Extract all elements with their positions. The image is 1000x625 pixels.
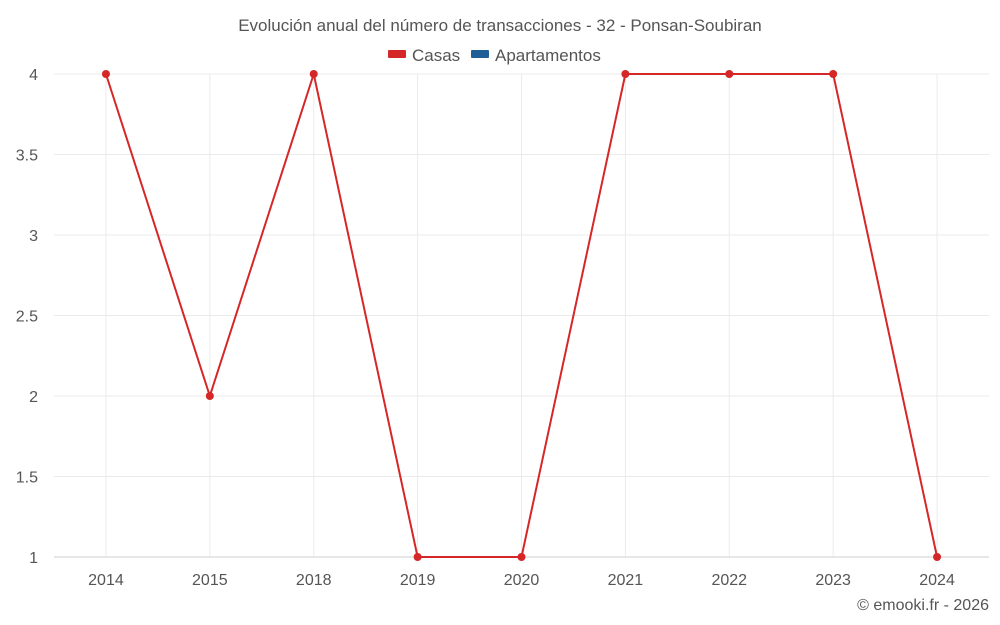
x-tick-label: 2018: [296, 572, 332, 589]
x-tick-label: 2021: [608, 572, 644, 589]
y-tick-label: 2: [29, 389, 38, 406]
legend-swatch-casas[interactable]: [388, 50, 406, 58]
x-tick-label: 2024: [919, 572, 955, 589]
data-point-casas-2014[interactable]: [101, 70, 110, 78]
x-tick-label: 2023: [815, 572, 851, 589]
x-axis-ticks: 2014 2015 2018 2019 2020 2021 2022 2023 2024: [88, 572, 955, 589]
data-point-casas-2022[interactable]: [725, 70, 734, 78]
x-tick-label: 2014: [88, 572, 124, 589]
legend-label-apartamentos[interactable]: Apartamentos: [495, 46, 601, 65]
x-tick-label: 2015: [192, 572, 228, 589]
y-tick-label: 1: [29, 550, 38, 567]
y-tick-label: 3.5: [16, 148, 38, 165]
x-tick-label: 2020: [504, 572, 540, 589]
legend-swatch-apartamentos[interactable]: [471, 50, 489, 58]
series-points: [101, 70, 942, 561]
data-point-casas-2023[interactable]: [829, 70, 838, 78]
y-tick-label: 3: [29, 228, 38, 245]
y-tick-label: 1.5: [16, 470, 38, 487]
data-point-casas-2018[interactable]: [309, 70, 318, 78]
x-tick-label: 2019: [400, 572, 436, 589]
legend: Casas Apartamentos: [388, 46, 601, 65]
chart-title: Evolución anual del número de transaccio…: [238, 16, 762, 35]
gridlines: [54, 73, 989, 557]
y-tick-label: 2.5: [16, 309, 38, 326]
legend-label-casas[interactable]: Casas: [412, 46, 460, 65]
y-tick-label: 4: [29, 67, 38, 84]
data-point-casas-2020[interactable]: [517, 553, 526, 561]
data-point-casas-2024[interactable]: [933, 553, 942, 561]
data-point-casas-2021[interactable]: [621, 70, 630, 78]
x-tick-label: 2022: [711, 572, 747, 589]
data-point-casas-2015[interactable]: [205, 392, 214, 400]
y-axis-ticks: 1 1.5 2 2.5 3 3.5 4: [16, 67, 38, 567]
data-point-casas-2019[interactable]: [413, 553, 422, 561]
credit-text: © emooki.fr - 2026: [857, 597, 989, 614]
